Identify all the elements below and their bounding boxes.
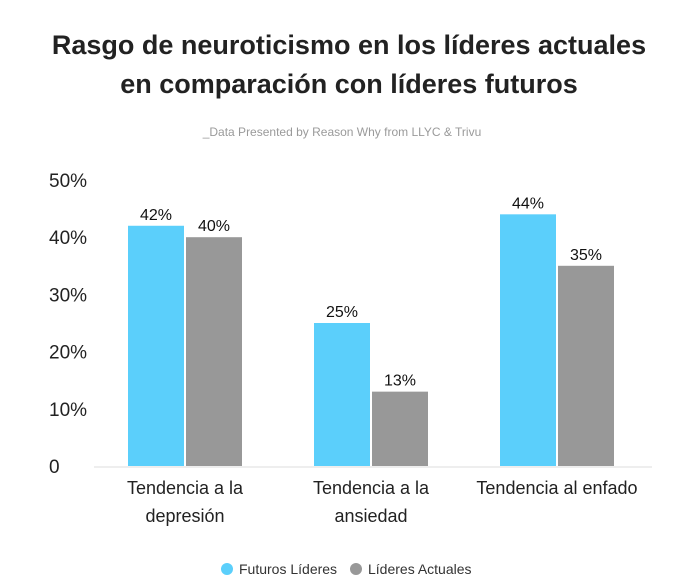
y-tick-label: 30% — [49, 285, 87, 306]
x-tick-label: depresión — [145, 506, 224, 526]
legend-marker — [350, 563, 362, 575]
bar — [500, 214, 556, 466]
legend-marker — [221, 563, 233, 575]
bar — [372, 391, 428, 466]
bar — [558, 265, 614, 466]
data-label: 35% — [570, 247, 602, 264]
x-axis: Tendencia a la depresión Tendencia a la ans… — [127, 478, 638, 526]
data-label: 13% — [384, 373, 416, 390]
y-tick-label: 0 — [49, 457, 60, 478]
y-tick-label: 20% — [49, 343, 87, 364]
y-tick-label: 50% — [49, 171, 87, 192]
legend: Futuros Líderes Líderes Actuales — [221, 561, 472, 577]
bar — [314, 323, 370, 466]
x-tick-label: Tendencia a la — [313, 478, 430, 498]
x-tick-label: Tendencia al enfado — [476, 478, 637, 498]
chart-title-line-2: en comparación con líderes futuros — [120, 69, 578, 99]
bar — [128, 225, 184, 466]
chart-subtitle: _Data Presented by Reason Why from LLYC … — [202, 125, 482, 139]
y-axis: 0 10% 20% 30% 40% 50% — [49, 171, 87, 478]
y-tick-label: 10% — [49, 400, 87, 421]
bar — [186, 237, 242, 466]
bars: 42% 25% 44% 40% 13% 35% — [128, 195, 614, 466]
legend-label: Líderes Actuales — [368, 561, 472, 577]
data-label: 40% — [198, 218, 230, 235]
data-label: 25% — [326, 304, 358, 321]
legend-label: Futuros Líderes — [239, 561, 337, 577]
x-tick-label: ansiedad — [334, 506, 407, 526]
data-label: 42% — [140, 207, 172, 224]
data-label: 44% — [512, 195, 544, 212]
x-tick-label: Tendencia a la — [127, 478, 244, 498]
y-tick-label: 40% — [49, 228, 87, 249]
chart-title-line-1: Rasgo de neuroticismo en los líderes act… — [52, 30, 646, 60]
